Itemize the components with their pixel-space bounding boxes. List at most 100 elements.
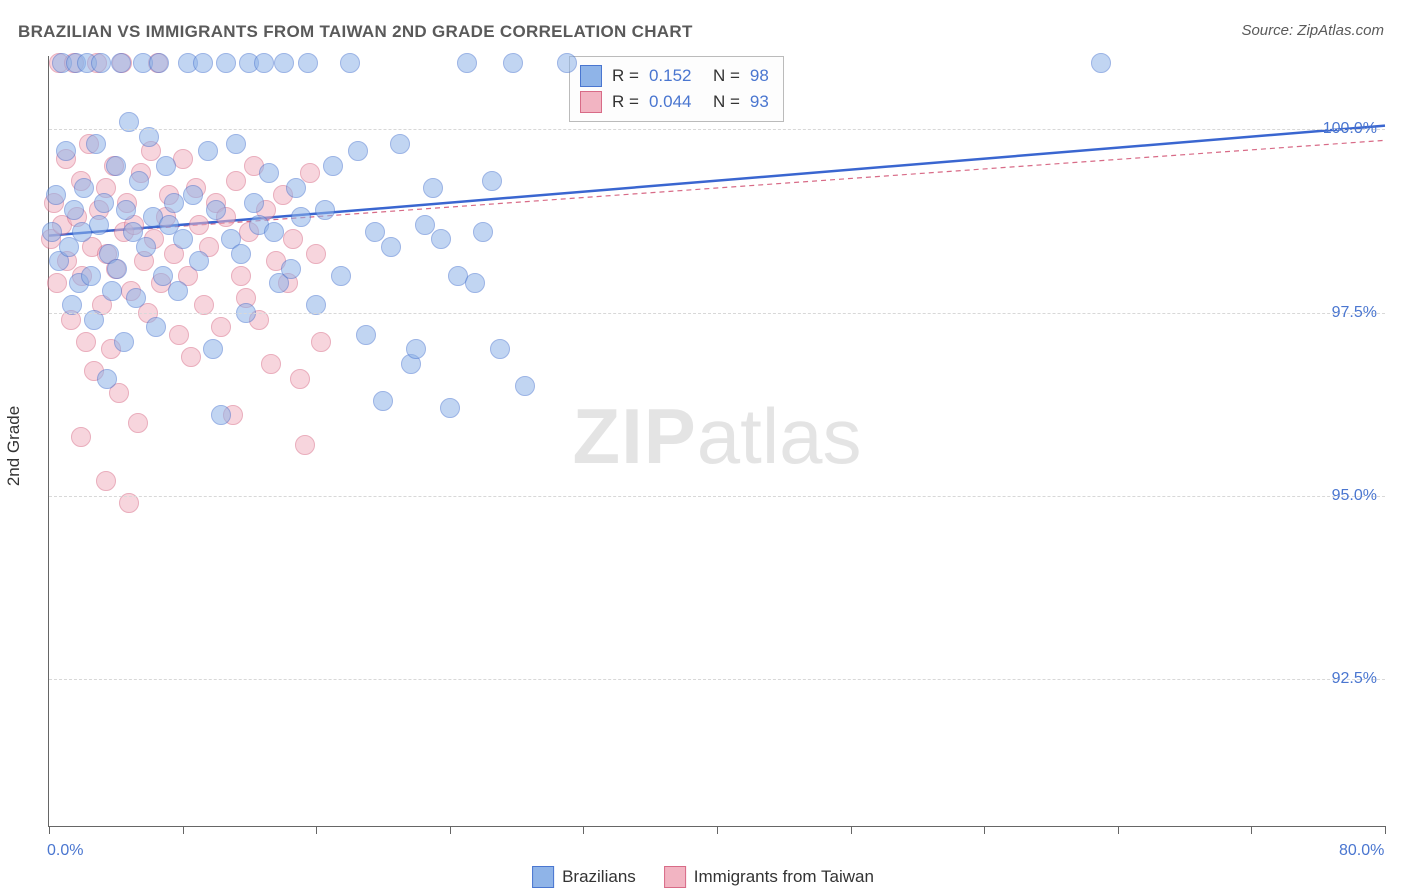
data-point-taiwan: [290, 369, 310, 389]
x-tick: [49, 826, 50, 834]
data-point-brazilians: [390, 134, 410, 154]
data-point-brazilians: [193, 53, 213, 73]
y-tick-label: 100.0%: [1323, 120, 1377, 138]
data-point-brazilians: [315, 200, 335, 220]
data-point-taiwan: [283, 229, 303, 249]
data-point-brazilians: [164, 193, 184, 213]
data-point-taiwan: [306, 244, 326, 264]
data-point-brazilians: [423, 178, 443, 198]
data-point-taiwan: [71, 427, 91, 447]
data-point-brazilians: [465, 273, 485, 293]
data-point-brazilians: [340, 53, 360, 73]
data-point-taiwan: [128, 413, 148, 433]
data-point-brazilians: [298, 53, 318, 73]
data-point-brazilians: [431, 229, 451, 249]
x-tick: [717, 826, 718, 834]
data-point-brazilians: [86, 134, 106, 154]
data-point-taiwan: [76, 332, 96, 352]
data-point-brazilians: [254, 53, 274, 73]
data-point-brazilians: [457, 53, 477, 73]
data-point-taiwan: [169, 325, 189, 345]
legend-item-taiwan: Immigrants from Taiwan: [664, 866, 874, 888]
data-point-brazilians: [365, 222, 385, 242]
data-point-brazilians: [490, 339, 510, 359]
data-point-brazilians: [183, 185, 203, 205]
x-tick: [316, 826, 317, 834]
data-point-brazilians: [81, 266, 101, 286]
data-point-brazilians: [381, 237, 401, 257]
y-tick-label: 97.5%: [1332, 304, 1377, 322]
gridline-h: [49, 496, 1385, 497]
data-point-brazilians: [244, 193, 264, 213]
data-point-brazilians: [216, 53, 236, 73]
data-point-brazilians: [89, 215, 109, 235]
data-point-brazilians: [173, 229, 193, 249]
scatter-layer: [49, 56, 1385, 826]
data-point-brazilians: [74, 178, 94, 198]
data-point-brazilians: [291, 207, 311, 227]
data-point-brazilians: [94, 193, 114, 213]
source-attribution: Source: ZipAtlas.com: [1241, 22, 1384, 39]
data-point-brazilians: [203, 339, 223, 359]
data-point-brazilians: [231, 244, 251, 264]
data-point-brazilians: [156, 156, 176, 176]
y-tick-label: 92.5%: [1332, 670, 1377, 688]
data-point-brazilians: [226, 134, 246, 154]
y-tick-label: 95.0%: [1332, 487, 1377, 505]
x-tick: [1385, 826, 1386, 834]
data-point-brazilians: [46, 185, 66, 205]
data-point-brazilians: [264, 222, 284, 242]
data-point-brazilians: [149, 53, 169, 73]
data-point-taiwan: [295, 435, 315, 455]
x-tick: [1118, 826, 1119, 834]
legend-swatch: [664, 866, 686, 888]
data-point-brazilians: [206, 200, 226, 220]
gridline-h: [49, 679, 1385, 680]
data-point-brazilians: [126, 288, 146, 308]
data-point-brazilians: [274, 53, 294, 73]
chart-title: BRAZILIAN VS IMMIGRANTS FROM TAIWAN 2ND …: [18, 22, 693, 42]
x-tick: [984, 826, 985, 834]
data-point-brazilians: [64, 200, 84, 220]
data-point-brazilians: [211, 405, 231, 425]
data-point-brazilians: [323, 156, 343, 176]
data-point-brazilians: [331, 266, 351, 286]
x-tick: [183, 826, 184, 834]
data-point-brazilians: [168, 281, 188, 301]
data-point-taiwan: [211, 317, 231, 337]
plot-area: ZIPatlas R =0.152N =98R =0.044N =93 92.5…: [48, 56, 1385, 827]
data-point-brazilians: [482, 171, 502, 191]
data-point-brazilians: [97, 369, 117, 389]
data-point-taiwan: [181, 347, 201, 367]
legend-swatch: [532, 866, 554, 888]
bottom-legend: Brazilians Immigrants from Taiwan: [532, 866, 874, 888]
data-point-brazilians: [415, 215, 435, 235]
data-point-brazilians: [116, 200, 136, 220]
data-point-taiwan: [311, 332, 331, 352]
x-tick: [1251, 826, 1252, 834]
x-tick: [450, 826, 451, 834]
data-point-taiwan: [96, 471, 116, 491]
data-point-taiwan: [226, 171, 246, 191]
data-point-brazilians: [107, 259, 127, 279]
data-point-brazilians: [281, 259, 301, 279]
chart-container: BRAZILIAN VS IMMIGRANTS FROM TAIWAN 2ND …: [0, 0, 1406, 892]
data-point-brazilians: [557, 53, 577, 73]
data-point-taiwan: [47, 273, 67, 293]
data-point-brazilians: [91, 53, 111, 73]
data-point-brazilians: [373, 391, 393, 411]
data-point-brazilians: [515, 376, 535, 396]
x-tick: [583, 826, 584, 834]
data-point-brazilians: [440, 398, 460, 418]
y-axis-title: 2nd Grade: [4, 406, 24, 486]
data-point-brazilians: [129, 171, 149, 191]
x-tick: [851, 826, 852, 834]
legend-item-brazilians: Brazilians: [532, 866, 636, 888]
data-point-brazilians: [56, 141, 76, 161]
data-point-brazilians: [146, 317, 166, 337]
gridline-h: [49, 129, 1385, 130]
data-point-brazilians: [259, 163, 279, 183]
data-point-brazilians: [114, 332, 134, 352]
data-point-brazilians: [136, 237, 156, 257]
data-point-brazilians: [348, 141, 368, 161]
